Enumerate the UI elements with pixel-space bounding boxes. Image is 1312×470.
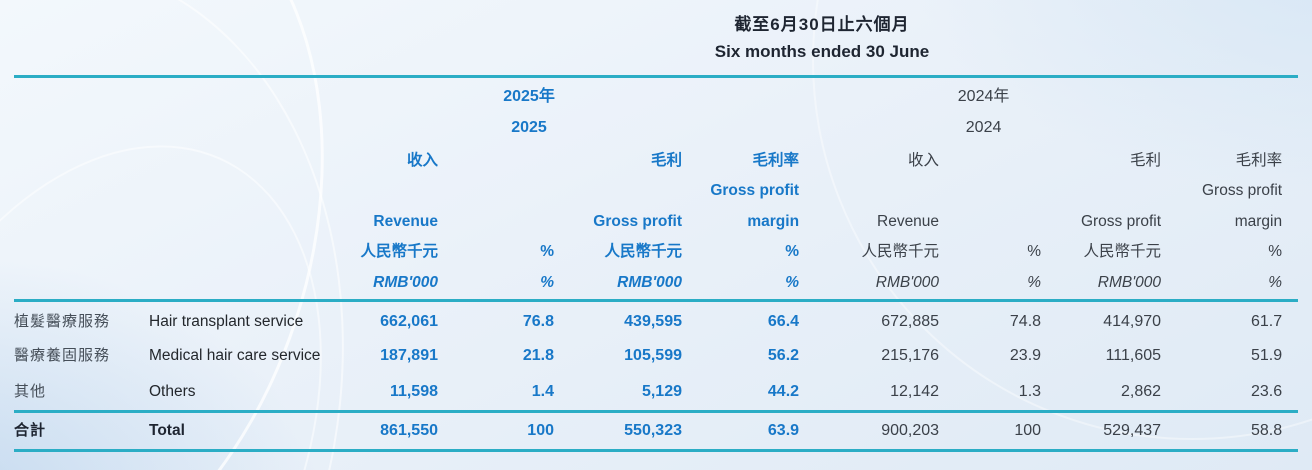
table-row-medical-hair-care: 醫療養固服務 Medical hair care service 187,891…	[14, 338, 1298, 375]
period-title-en: Six months ended 30 June	[714, 42, 930, 61]
col-revenue-zh-2024: 收入	[908, 152, 940, 170]
margin-wrap-row: Gross profit Gross profit	[14, 178, 1298, 208]
total-label-en: Total	[149, 410, 334, 452]
unit-en-revenue-2024: RMB'000	[799, 268, 940, 302]
revenue-pct-2025: 1.4	[531, 382, 554, 400]
unit-zh-revenue-2025: 人民幣千元	[360, 243, 438, 261]
total-revenue-2025: 861,550	[334, 410, 438, 452]
unit-en-row: RMB'000 % RMB'000 % RMB'000 % RMB'000 %	[14, 268, 1299, 302]
col-gross-profit-en-2025: Gross profit	[593, 213, 682, 231]
revenue-2025: 662,061	[380, 312, 438, 330]
unit-en-pct-2024: %	[939, 268, 1042, 302]
col-margin-zh-2024: 毛利率	[1235, 152, 1283, 170]
col-margin-wrap-2024: Gross profit	[1201, 182, 1283, 200]
segment-results-table: 2025年 2024年 2025 2024 收入 毛利 毛利率 收入 毛利 毛利…	[14, 75, 1299, 452]
unit-zh-revenue-2024: 人民幣千元	[861, 243, 940, 261]
total-margin-2024: 58.8	[1161, 410, 1299, 452]
total-row: 合計 Total 861,550 100 550,323 63.9 900,20…	[14, 410, 1299, 452]
segment-name-en: Medical hair care service	[149, 346, 321, 364]
unit-en-pct-margin-2025: %	[682, 268, 800, 302]
period-title-zh: 截至6月30日止六個月	[734, 15, 910, 34]
margin-2025: 66.4	[767, 312, 800, 330]
unit-zh-row: 人民幣千元 % 人民幣千元 % 人民幣千元 % 人民幣千元 %	[14, 239, 1298, 269]
column-header-en-row: Revenue Gross profit margin Revenue Gros…	[14, 208, 1298, 239]
revenue-pct-2025: 21.8	[522, 346, 554, 364]
total-margin-2025: 63.9	[682, 410, 800, 452]
total-gross-profit-2024: 529,437	[1041, 410, 1162, 452]
total-label-zh: 合計	[14, 410, 149, 452]
total-revenue-pct-2024: 100	[939, 410, 1042, 452]
total-revenue-pct-2025: 100	[438, 410, 554, 452]
segment-name-en: Others	[149, 383, 196, 401]
unit-en-revenue-2025: RMB'000	[334, 268, 438, 302]
revenue-pct-2024: 1.3	[1018, 382, 1042, 400]
segment-name-zh: 植髮醫療服務	[14, 313, 111, 331]
margin-2025: 56.2	[767, 346, 800, 364]
unit-en-gp-2025: RMB'000	[554, 268, 682, 302]
year-en-row: 2025 2024	[14, 114, 1298, 145]
segment-name-zh: 其他	[14, 383, 47, 401]
revenue-2024: 12,142	[890, 382, 940, 400]
col-revenue-zh-2025: 收入	[406, 152, 438, 170]
year-2025-zh: 2025年	[334, 75, 800, 114]
column-header-zh-row: 收入 毛利 毛利率 收入 毛利 毛利率	[14, 145, 1298, 178]
total-revenue-2024: 900,203	[799, 410, 940, 452]
col-margin-wrap-2025: Gross profit	[710, 182, 800, 200]
revenue-pct-2024: 74.8	[1009, 312, 1042, 330]
revenue-2024: 672,885	[881, 312, 940, 330]
gross-profit-2024: 2,862	[1121, 382, 1162, 400]
gross-profit-2025: 105,599	[624, 346, 682, 364]
margin-2025: 44.2	[767, 382, 800, 400]
margin-2024: 23.6	[1250, 382, 1283, 400]
col-margin-en-2025: margin	[747, 213, 800, 231]
gross-profit-2024: 111,605	[1105, 346, 1162, 364]
segment-name-zh: 醫療養固服務	[14, 347, 111, 365]
gross-profit-2024: 414,970	[1103, 312, 1162, 330]
unit-pct-margin-2024: %	[1268, 243, 1283, 261]
col-gross-profit-zh-2024: 毛利	[1130, 152, 1162, 170]
table-row-others: 其他 Others 11,598 1.4 5,129 44.2 12,142 1…	[14, 375, 1298, 412]
year-2025-en: 2025	[511, 118, 547, 136]
col-margin-zh-2025: 毛利率	[752, 152, 800, 170]
unit-pct-2025: %	[540, 243, 554, 261]
col-gross-profit-en-2024: Gross profit	[1080, 213, 1162, 231]
revenue-2025: 187,891	[380, 346, 438, 364]
unit-zh-gp-2025: 人民幣千元	[604, 243, 682, 261]
margin-2024: 61.7	[1250, 312, 1283, 330]
year-2024-zh: 2024年	[799, 75, 1299, 114]
unit-en-pct-margin-2024: %	[1161, 268, 1299, 302]
unit-pct-2024: %	[1027, 243, 1042, 261]
revenue-2025: 11,598	[389, 382, 438, 400]
col-revenue-en-2024: Revenue	[877, 213, 940, 231]
total-gross-profit-2025: 550,323	[554, 410, 682, 452]
unit-en-gp-2024: RMB'000	[1041, 268, 1162, 302]
revenue-2024: 215,176	[881, 346, 940, 364]
gross-profit-2025: 5,129	[641, 382, 682, 400]
year-zh-row: 2025年 2024年	[14, 75, 1299, 114]
unit-zh-gp-2024: 人民幣千元	[1083, 243, 1162, 261]
col-gross-profit-zh-2025: 毛利	[650, 152, 682, 170]
col-margin-en-2024: margin	[1234, 213, 1283, 231]
margin-2024: 51.9	[1250, 346, 1283, 364]
revenue-pct-2024: 23.9	[1009, 346, 1042, 364]
gross-profit-2025: 439,595	[624, 312, 682, 330]
period-title: 截至6月30日止六個月 Six months ended 30 June	[0, 0, 1312, 66]
col-revenue-en-2025: Revenue	[373, 213, 438, 231]
table-row-hair-transplant: 植髮醫療服務 Hair transplant service 662,061 7…	[14, 301, 1298, 338]
unit-en-pct-2025: %	[438, 268, 554, 302]
year-2024-en: 2024	[965, 118, 1002, 136]
revenue-pct-2025: 76.8	[522, 312, 554, 330]
unit-pct-margin-2025: %	[785, 243, 800, 261]
segment-name-en: Hair transplant service	[149, 313, 304, 331]
